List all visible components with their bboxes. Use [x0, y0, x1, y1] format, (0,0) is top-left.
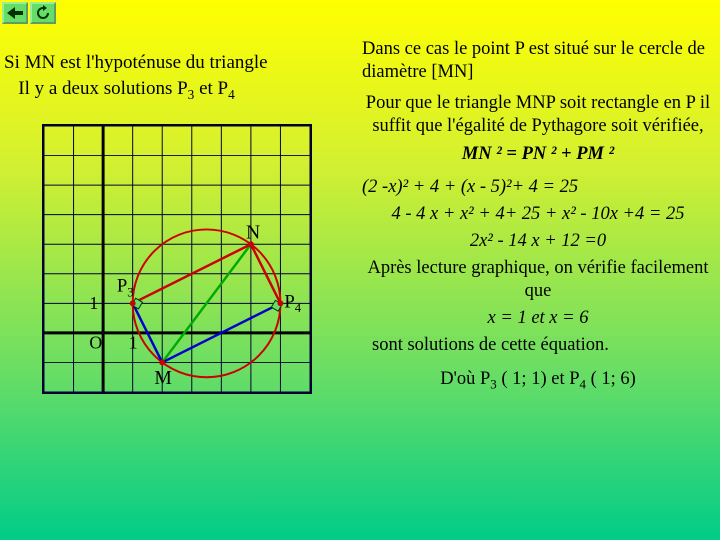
- graph-labels: O 1 1 N M P3 P4: [89, 221, 301, 389]
- r-p2a: Pour que le triangle MNP soit rectangle …: [362, 92, 714, 138]
- left-line2-pre: Il y a deux solutions P: [18, 78, 187, 99]
- unit-x-label: 1: [129, 333, 138, 353]
- p4-v2: ( 1; 6): [586, 369, 636, 389]
- nav-buttons: [2, 2, 56, 24]
- label-N: N: [246, 221, 260, 243]
- r-p4: D'où P3 ( 1; 1) et P4 ( 1; 6): [362, 368, 714, 393]
- r-p2b: MN ² = PN ² + PM ²: [362, 143, 714, 166]
- r-eq2: 4 - 4 x + x² + 4+ 25 + x² - 10x +4 = 25: [362, 203, 714, 226]
- r-p3b: x = 1 et x = 6: [362, 307, 714, 330]
- label-M: M: [154, 367, 172, 389]
- reload-icon: [35, 5, 51, 21]
- label-P4: P4: [284, 291, 301, 315]
- graph-svg: O 1 1 N M P3 P4: [44, 126, 310, 392]
- r-p1: Dans ce cas le point P est situé sur le …: [362, 38, 714, 84]
- left-line2-mid: et P: [194, 78, 228, 99]
- r-p3a: Après lecture graphique, on vérifie faci…: [362, 257, 714, 303]
- reload-button[interactable]: [30, 2, 56, 24]
- r-eq1: (2 -x)² + 4 + (x - 5)²+ 4 = 25: [362, 176, 714, 199]
- left-sub2: 4: [228, 86, 235, 101]
- p4-pre: D'où P: [440, 369, 490, 389]
- label-P3: P3: [117, 276, 134, 300]
- r-eq3: 2x² - 14 x + 12 =0: [362, 230, 714, 253]
- r-p3c: sont solutions de cette équation.: [362, 334, 714, 357]
- graph: O 1 1 N M P3 P4: [42, 124, 312, 394]
- back-button[interactable]: [2, 2, 28, 24]
- right-column: Dans ce cas le point P est situé sur le …: [362, 38, 714, 396]
- p4-v1: ( 1; 1) et P: [497, 369, 580, 389]
- gridlines: [44, 126, 310, 392]
- axes: [44, 126, 310, 392]
- origin-label: O: [89, 333, 102, 353]
- left-text: Si MN est l'hypoténuse du triangle Il y …: [0, 50, 350, 103]
- left-line1: Si MN est l'hypoténuse du triangle: [4, 52, 268, 73]
- arrow-left-icon: [7, 7, 23, 19]
- unit-y-label: 1: [89, 293, 98, 313]
- left-column: Si MN est l'hypoténuse du triangle Il y …: [0, 50, 350, 103]
